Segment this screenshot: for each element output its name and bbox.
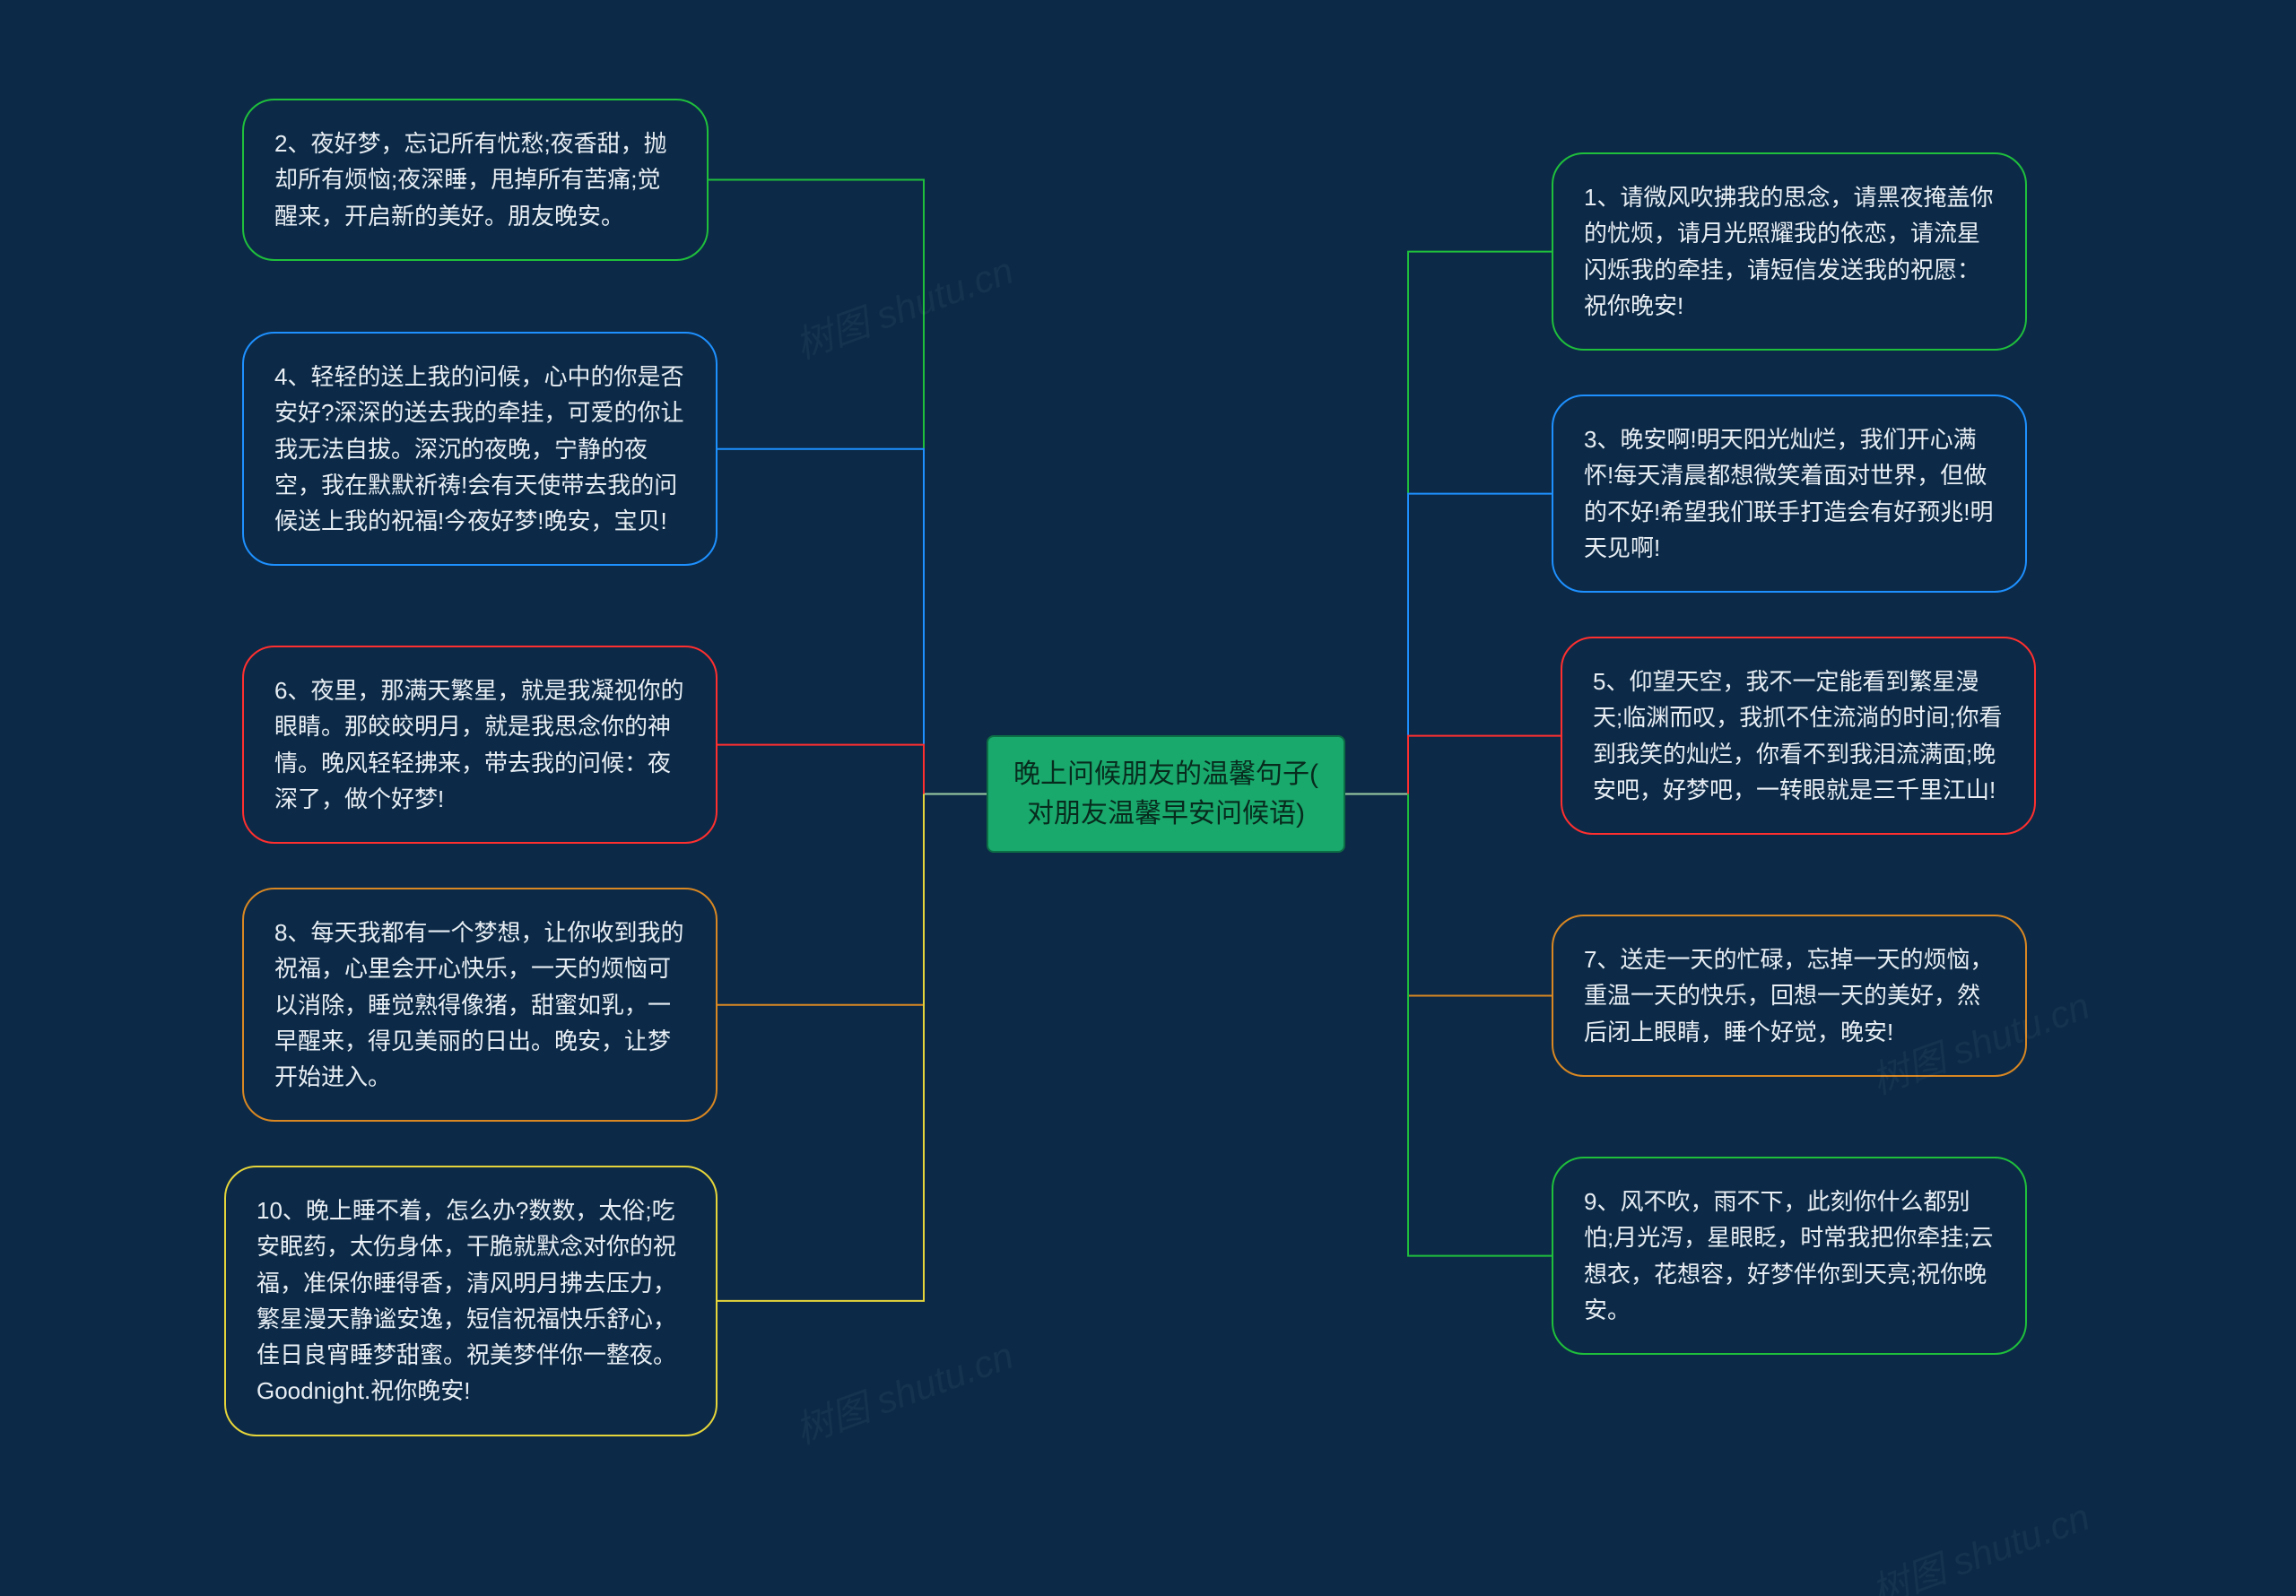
watermark: 树图 shutu.cn [1863, 1487, 2096, 1596]
center-node: 晚上问候朋友的温馨句子( 对朋友温馨早安问候语) [987, 735, 1345, 853]
branch-text: 9、风不吹，雨不下，此刻你什么都别怕;月光泻，星眼眨，时常我把你牵挂;云想衣，花… [1584, 1188, 1993, 1323]
branch-node-7: 7、送走一天的忙碌，忘掉一天的烦恼，重温一天的快乐，回想一天的美好，然后闭上眼睛… [1552, 915, 2027, 1077]
branch-node-9: 9、风不吹，雨不下，此刻你什么都别怕;月光泻，星眼眨，时常我把你牵挂;云想衣，花… [1552, 1157, 2027, 1355]
watermark: 树图 shutu.cn [787, 1325, 1020, 1454]
watermark: 树图 shutu.cn [787, 240, 1020, 369]
branch-text: 3、晚安啊!明天阳光灿烂，我们开心满怀!每天清晨都想微笑着面对世界，但做的不好!… [1584, 426, 1993, 561]
branch-node-10: 10、晚上睡不着，怎么办?数数，太俗;吃安眠药，太伤身体，干脆就默念对你的祝福，… [224, 1166, 718, 1436]
branch-text: 7、送走一天的忙碌，忘掉一天的烦恼，重温一天的快乐，回想一天的美好，然后闭上眼睛… [1584, 946, 1993, 1045]
branch-text: 5、仰望天空，我不一定能看到繁星漫天;临渊而叹，我抓不住流淌的时间;你看到我笑的… [1593, 668, 2002, 803]
branch-node-1: 1、请微风吹拂我的思念，请黑夜掩盖你的忧烦，请月光照耀我的依恋，请流星闪烁我的牵… [1552, 152, 2027, 351]
branch-node-6: 6、夜里，那满天繁星，就是我凝视你的眼睛。那皎皎明月，就是我思念你的神情。晚风轻… [242, 646, 718, 844]
branch-node-3: 3、晚安啊!明天阳光灿烂，我们开心满怀!每天清晨都想微笑着面对世界，但做的不好!… [1552, 395, 2027, 593]
branch-text: 8、每天我都有一个梦想，让你收到我的祝福，心里会开心快乐，一天的烦恼可以消除，睡… [274, 919, 683, 1090]
branch-node-5: 5、仰望天空，我不一定能看到繁星漫天;临渊而叹，我抓不住流淌的时间;你看到我笑的… [1561, 637, 2036, 835]
branch-text: 10、晚上睡不着，怎么办?数数，太俗;吃安眠药，太伤身体，干脆就默念对你的祝福，… [257, 1197, 676, 1404]
branch-text: 4、轻轻的送上我的问候，心中的你是否安好?深深的送去我的牵挂，可爱的你让我无法自… [274, 363, 683, 534]
center-text-line1: 晚上问候朋友的温馨句子( [1013, 759, 1318, 789]
branch-node-2: 2、夜好梦，忘记所有忧愁;夜香甜，抛却所有烦恼;夜深睡，甩掉所有苦痛;觉醒来，开… [242, 99, 709, 261]
branch-node-8: 8、每天我都有一个梦想，让你收到我的祝福，心里会开心快乐，一天的烦恼可以消除，睡… [242, 888, 718, 1122]
branch-text: 1、请微风吹拂我的思念，请黑夜掩盖你的忧烦，请月光照耀我的依恋，请流星闪烁我的牵… [1584, 184, 1993, 319]
branch-text: 2、夜好梦，忘记所有忧愁;夜香甜，抛却所有烦恼;夜深睡，甩掉所有苦痛;觉醒来，开… [274, 130, 667, 230]
branch-text: 6、夜里，那满天繁星，就是我凝视你的眼睛。那皎皎明月，就是我思念你的神情。晚风轻… [274, 677, 683, 812]
mindmap-canvas: 晚上问候朋友的温馨句子( 对朋友温馨早安问候语) 2、夜好梦，忘记所有忧愁;夜香… [0, 0, 2296, 1596]
branch-node-4: 4、轻轻的送上我的问候，心中的你是否安好?深深的送去我的牵挂，可爱的你让我无法自… [242, 332, 718, 566]
center-text-line2: 对朋友温馨早安问候语) [1027, 799, 1305, 828]
